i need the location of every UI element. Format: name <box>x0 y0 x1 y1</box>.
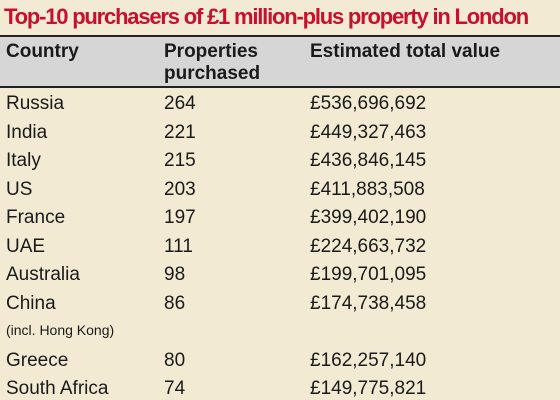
cell-value: £436,846,145 <box>310 150 427 171</box>
cell-country: South Africa <box>6 378 109 399</box>
cell-value: £174,738,458 <box>310 292 427 314</box>
table-row: UAE 111 £224,663,732 <box>0 233 560 262</box>
cell-value: £149,775,821 <box>310 378 427 399</box>
cell-properties: 111 <box>164 235 193 257</box>
cell-country: US <box>6 178 33 200</box>
cell-value: £224,663,732 <box>310 235 427 257</box>
cell-value: £399,402,190 <box>310 207 427 228</box>
cell-country: China <box>6 292 56 314</box>
table-row: South Africa 74 £149,775,821 <box>0 375 560 400</box>
table-row: Greece 80 £162,257,140 <box>0 347 560 376</box>
cell-properties: 80 <box>164 349 186 371</box>
table-row: India 221 £449,327,463 <box>0 119 560 148</box>
cell-value: £162,257,140 <box>310 349 427 371</box>
cell-value: £199,701,095 <box>310 264 427 285</box>
cell-country: UAE <box>6 235 46 257</box>
cell-country: India <box>6 121 48 143</box>
cell-properties: 98 <box>164 264 186 285</box>
page-title: Top-10 purchasers of £1 million-plus pro… <box>4 4 529 29</box>
cell-country: Greece <box>6 349 69 371</box>
cell-properties: 86 <box>164 292 186 314</box>
cell-properties: 74 <box>164 378 186 399</box>
cell-properties: 197 <box>164 207 196 228</box>
cell-country: Russia <box>6 93 65 114</box>
table-header: Country Properties purchased Estimated t… <box>0 35 560 88</box>
cell-country: Italy <box>6 150 41 171</box>
table-row: France 197 £399,402,190 <box>0 204 560 233</box>
cell-properties: 215 <box>164 150 196 171</box>
column-header-value: Estimated total value <box>310 41 501 62</box>
table-row: Italy 215 £436,846,145 <box>0 147 560 176</box>
cell-properties: 221 <box>164 121 196 143</box>
cell-value: £411,883,508 <box>310 178 425 200</box>
column-header-properties: Properties purchased <box>164 41 261 84</box>
cell-country: France <box>6 207 66 228</box>
cell-properties: 203 <box>164 178 196 200</box>
cell-value: £449,327,463 <box>310 121 427 143</box>
cell-value: £536,696,692 <box>310 93 427 114</box>
table-row: China (incl. Hong Kong) 86 £174,738,458 <box>0 290 560 347</box>
table-row: Australia 98 £199,701,095 <box>0 261 560 290</box>
cell-properties: 264 <box>164 93 196 114</box>
table-row: US 203 £411,883,508 <box>0 176 560 205</box>
cell-country-note: (incl. Hong Kong) <box>6 321 115 338</box>
table-row: Russia 264 £536,696,692 <box>0 90 560 119</box>
table-body: Russia 264 £536,696,692 India 221 £449,327,46… <box>0 90 560 400</box>
column-header-country: Country <box>6 41 79 62</box>
cell-country: Australia <box>6 264 80 285</box>
